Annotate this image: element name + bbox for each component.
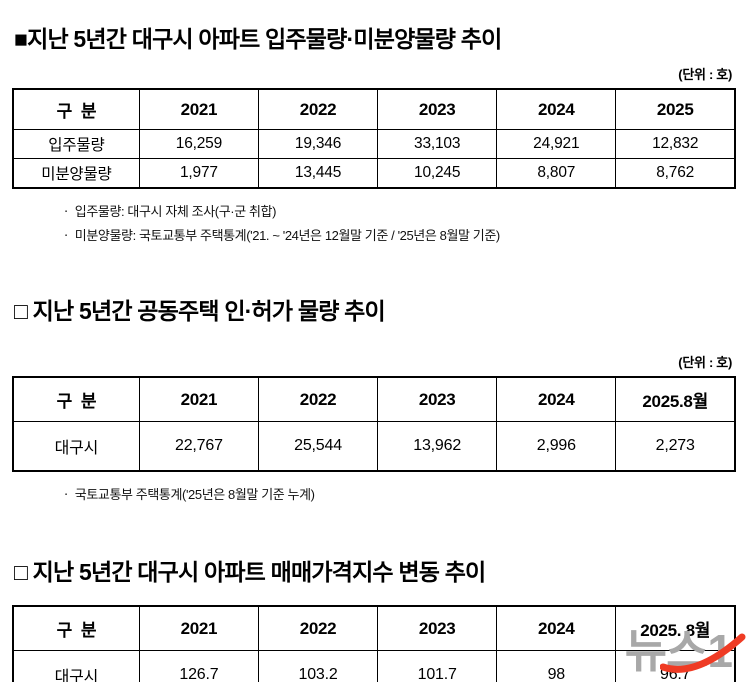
cell-value: 126.7 [138,650,259,682]
col-header-2022: 2022 [257,376,379,423]
col-header-2021: 2021 [138,376,259,423]
table-row-daegu: 대구시 126.7 103.2 101.7 98 96.7 [12,650,736,682]
table-header-row: 구 분 2021 2022 2023 2024 2025. 8월 [12,605,736,652]
cell-value: 12,832 [615,129,736,159]
table-row-daegu: 대구시 22,767 25,544 13,962 2,996 2,273 [12,421,736,472]
col-header-2022: 2022 [257,605,379,652]
section2-unit-label: (단위 : 호) [678,355,732,371]
cell-value: 1,977 [138,158,259,189]
table-row-unsold: 미분양물량 1,977 13,445 10,245 8,807 8,762 [12,158,736,189]
cell-value: 2,996 [496,421,617,472]
row-label: 대구시 [12,421,140,472]
section1-unit-label: (단위 : 호) [678,67,732,82]
news1-one: 1 [707,625,733,677]
cell-value: 19,346 [257,129,379,159]
col-header-2023: 2023 [377,376,498,423]
cell-value: 16,259 [138,129,259,159]
col-header-2023: 2023 [377,88,498,130]
table-row-movein: 입주물량 16,259 19,346 33,103 24,921 12,832 [12,129,736,159]
col-header-2024: 2024 [496,88,617,130]
section1-title: ■지난 5년간 대구시 아파트 입주물량·미분양물량 추이 [14,26,502,52]
table-header-row: 구 분 2021 2022 2023 2024 2025 [12,88,736,130]
section3-title: □ 지난 5년간 대구시 아파트 매매가격지수 변동 추이 [14,559,486,586]
cell-value: 2,273 [615,421,736,472]
cell-value: 101.7 [377,650,498,682]
col-header-category: 구 분 [12,376,140,423]
cell-value: 22,767 [138,421,259,472]
price-index-table: 구 분 2021 2022 2023 2024 2025. 8월 대구시 126… [12,605,736,682]
cell-value: 8,807 [496,158,617,189]
news1-text: 뉴스 [624,625,709,677]
section-permits: □ 지난 5년간 공동주택 인·허가 물량 추이 (단위 : 호) 구 분 20… [12,292,736,507]
section1-footnotes: ㆍ 입주물량: 대구시 자체 조사(구·군 취합) ㆍ 미분양물량: 국토교통부… [60,200,736,248]
table-header-row: 구 분 2021 2022 2023 2024 2025.8월 [12,376,736,423]
col-header-2023: 2023 [377,605,498,652]
section2-footnotes: ㆍ 국토교통부 주택통계('25년은 8월말 기준 누계) [60,483,736,507]
row-label: 미분양물량 [12,158,140,189]
col-header-2025: 2025 [615,88,736,130]
section-occupancy-unsold: ■지난 5년간 대구시 아파트 입주물량·미분양물량 추이 (단위 : 호) 구… [12,20,736,248]
occupancy-unsold-table: 구 분 2021 2022 2023 2024 2025 입주물량 16,259… [12,88,736,189]
col-header-2021: 2021 [138,605,259,652]
col-header-category: 구 분 [12,88,140,130]
col-header-category: 구 분 [12,605,140,652]
row-label: 입주물량 [12,129,140,159]
col-header-2022: 2022 [257,88,379,130]
row-label: 대구시 [12,650,140,682]
col-header-2024: 2024 [496,376,617,423]
cell-value: 13,445 [257,158,379,189]
cell-value: 103.2 [257,650,379,682]
news1-watermark: 뉴스1 [624,625,746,677]
footnote: ㆍ 미분양물량: 국토교통부 주택통계('21. ~ '24년은 12월말 기준… [60,228,500,244]
cell-value: 8,762 [615,158,736,189]
section-price-index: □ 지난 5년간 대구시 아파트 매매가격지수 변동 추이 구 분 2021 2… [12,553,736,682]
cell-value: 25,544 [257,421,379,472]
permits-table: 구 분 2021 2022 2023 2024 2025.8월 대구시 22,7… [12,376,736,473]
footnote: ㆍ 국토교통부 주택통계('25년은 8월말 기준 누계) [60,487,315,503]
col-header-2021: 2021 [138,88,259,130]
cell-value: 33,103 [377,129,498,159]
section2-title: □ 지난 5년간 공동주택 인·허가 물량 추이 [14,298,386,325]
col-header-2025aug: 2025.8월 [615,376,736,423]
cell-value: 13,962 [377,421,498,472]
footnote: ㆍ 입주물량: 대구시 자체 조사(구·군 취합) [60,204,277,219]
cell-value: 98 [496,650,617,682]
cell-value: 10,245 [377,158,498,189]
col-header-2024: 2024 [496,605,617,652]
cell-value: 24,921 [496,129,617,159]
